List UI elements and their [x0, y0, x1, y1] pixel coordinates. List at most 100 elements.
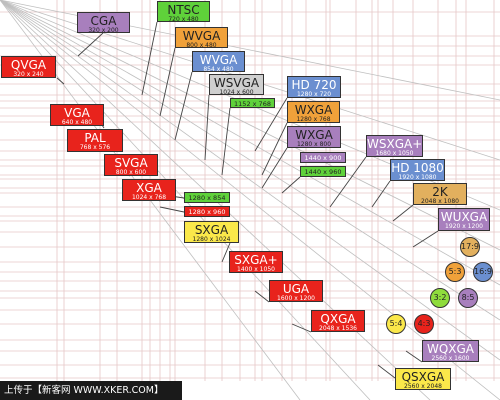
leader-line — [77, 32, 104, 57]
resolution-size: 800 x 480 — [186, 41, 217, 48]
resolution-box-r2k: 2K 2048 x 1080 — [413, 183, 467, 205]
leader-line — [405, 350, 423, 363]
resolution-size: 1280 x 800 — [296, 140, 332, 148]
resolution-box-wvga-854: WVGA 854 x 480 — [192, 51, 245, 72]
resolution-name: VGA — [64, 106, 90, 120]
leader-line — [254, 290, 270, 303]
resolution-name: QSXGA — [401, 370, 445, 384]
resolution-box-r1440x900: 1440 x 900 — [300, 152, 346, 163]
resolution-size: 1152 x 768 — [234, 100, 271, 108]
leader-line — [56, 77, 65, 85]
resolution-box-sxgap: SXGA+ 1400 x 1050 — [229, 251, 283, 273]
resolution-size: 800 x 600 — [115, 168, 147, 176]
resolution-size: 2048 x 1536 — [319, 324, 357, 332]
resolution-box-hd1080: HD 1080 1920 x 1080 — [390, 159, 445, 181]
resolution-box-ntsc: NTSC 720 x 480 — [157, 1, 210, 22]
resolution-box-wqxga: WQXGA 2560 x 1600 — [422, 340, 479, 362]
resolution-name: WXGA — [295, 128, 333, 142]
resolution-size: 640 x 480 — [61, 118, 93, 126]
resolution-box-wvga-800: WVGA 800 x 480 — [175, 27, 228, 48]
leader-line — [329, 156, 367, 208]
resolution-size: 1920 x 1080 — [398, 173, 437, 181]
resolution-name: NTSC — [167, 3, 200, 17]
resolution-box-qxga: QXGA 2048 x 1536 — [311, 310, 365, 332]
leader-line — [291, 323, 312, 333]
leader-line — [174, 71, 193, 141]
resolution-name: HD 720 — [291, 78, 337, 92]
diagonal-ray — [0, 0, 500, 251]
resolution-box-qvga: QVGA 320 x 240 — [1, 56, 56, 78]
leader-line — [141, 21, 158, 96]
resolution-size: 1280 x 720 — [296, 90, 332, 98]
resolution-box-uga: UGA 1600 x 1200 — [269, 280, 323, 302]
aspect-ratio-r5-4: 5:4 — [386, 314, 406, 334]
resolution-size: 1440 x 960 — [304, 168, 342, 176]
resolution-name: 2K — [432, 185, 448, 199]
resolution-box-xga: XGA 1024 x 768 — [122, 179, 176, 201]
resolution-name: QXGA — [320, 312, 356, 326]
resolution-box-r1280x960: 1280 x 960 — [184, 206, 230, 217]
resolution-size: 1024 x 768 — [131, 193, 167, 201]
resolution-size: 1280 x 768 — [296, 115, 331, 123]
resolution-size: 1680 x 1050 — [375, 149, 414, 157]
aspect-ratio-r16-9: 16:9 — [473, 262, 493, 282]
resolution-size: 854 x 480 — [203, 65, 234, 72]
resolution-box-hd720: HD 720 1280 x 720 — [287, 76, 341, 98]
resolution-name: QVGA — [10, 58, 47, 72]
resolution-name: SVGA — [114, 156, 148, 170]
resolution-name: SXGA — [194, 223, 229, 237]
resolution-name: WVGA — [182, 29, 221, 43]
resolution-name: XGA — [136, 181, 162, 195]
resolution-size: 1920 x 1200 — [445, 222, 483, 230]
resolution-box-wxga-768: WXGA 1280 x 768 — [287, 101, 340, 123]
resolution-box-cga: CGA 320 x 200 — [77, 12, 130, 33]
resolution-name: WQXGA — [426, 342, 475, 356]
resolution-name: WSXGA+ — [367, 137, 423, 151]
resolution-size: 1280 x 960 — [188, 208, 226, 216]
diagonal-ray — [0, 0, 500, 286]
resolution-box-wxga-800: WXGA 1280 x 800 — [287, 126, 341, 148]
resolution-size: 1400 x 1050 — [237, 265, 275, 273]
resolution-size: 2048 x 1080 — [421, 197, 459, 205]
resolution-name: WXGA — [294, 103, 333, 117]
resolution-size: 1280 x 854 — [188, 194, 226, 202]
leader-line — [159, 47, 176, 117]
aspect-ratio-r5-3: 5:3 — [445, 262, 465, 282]
leader-line — [412, 230, 439, 248]
resolution-size: 1280 x 1024 — [192, 235, 231, 243]
leader-line — [221, 107, 231, 176]
diagonal-ray — [0, 0, 500, 321]
resolution-size: 1440 x 900 — [304, 154, 342, 162]
resolution-name: UGA — [282, 282, 310, 296]
aspect-ratio-r8-5: 8:5 — [458, 288, 478, 308]
leader-line — [281, 176, 301, 194]
resolution-name: WSVGA — [213, 76, 260, 90]
leader-line — [377, 364, 396, 379]
leader-line — [204, 94, 210, 161]
resolution-box-wuxga: WUXGA 1920 x 1200 — [438, 208, 490, 231]
resolution-size: 768 x 576 — [79, 143, 111, 151]
resolution-name: WVGA — [199, 53, 238, 67]
aspect-ratio-r4-3: 4:3 — [414, 314, 434, 334]
resolution-size: 2560 x 2048 — [404, 382, 442, 390]
resolution-size: 2560 x 1600 — [431, 354, 470, 362]
resolution-name: HD 1080 — [391, 161, 444, 175]
diagonal-ray — [0, 0, 500, 361]
resolution-size: 720 x 480 — [168, 15, 199, 22]
resolution-name: CGA — [90, 14, 117, 28]
leader-line — [159, 206, 185, 213]
resolution-box-r1280x854: 1280 x 854 — [184, 192, 230, 203]
resolution-name: SXGA+ — [234, 253, 278, 267]
resolution-box-r1152: 1152 x 768 — [230, 98, 275, 108]
resolution-size: 320 x 240 — [13, 70, 44, 78]
leader-line — [261, 147, 288, 189]
resolution-box-qsxga: QSXGA 2560 x 2048 — [395, 368, 451, 390]
resolution-box-svga: SVGA 800 x 600 — [104, 154, 158, 176]
leader-line — [392, 204, 414, 222]
leader-line — [261, 122, 288, 176]
resolution-size: 1024 x 600 — [219, 88, 254, 95]
leader-line — [371, 180, 391, 208]
resolution-name: PAL — [84, 131, 106, 145]
